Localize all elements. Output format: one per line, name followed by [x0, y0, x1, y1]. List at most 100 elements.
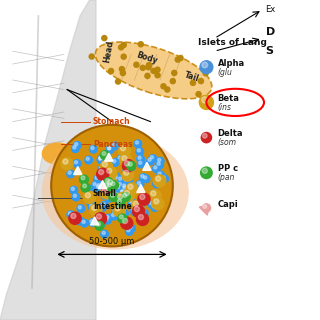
Circle shape [103, 166, 106, 169]
Circle shape [104, 172, 111, 180]
Circle shape [128, 163, 135, 171]
Circle shape [121, 43, 126, 48]
Circle shape [109, 183, 112, 186]
Circle shape [120, 189, 127, 197]
Circle shape [202, 62, 208, 68]
Circle shape [102, 187, 110, 194]
Circle shape [71, 145, 79, 153]
Circle shape [142, 175, 150, 183]
Circle shape [102, 36, 107, 41]
Circle shape [94, 212, 107, 225]
Circle shape [79, 175, 88, 184]
Circle shape [137, 155, 144, 163]
Circle shape [106, 178, 109, 181]
Circle shape [104, 178, 113, 187]
Circle shape [129, 226, 132, 229]
Text: Islets of Lang: Islets of Lang [198, 38, 267, 47]
Circle shape [135, 141, 139, 144]
Circle shape [89, 219, 96, 226]
Circle shape [123, 170, 126, 173]
Circle shape [61, 158, 73, 170]
Circle shape [120, 190, 124, 193]
Circle shape [92, 181, 100, 189]
Circle shape [196, 92, 201, 97]
Circle shape [140, 173, 147, 181]
Circle shape [151, 191, 156, 196]
Circle shape [156, 161, 164, 169]
Text: (glu: (glu [218, 68, 232, 76]
Circle shape [101, 165, 109, 173]
Circle shape [88, 200, 92, 204]
Circle shape [81, 219, 88, 227]
Circle shape [151, 191, 159, 199]
Circle shape [162, 176, 165, 179]
Circle shape [106, 173, 114, 181]
Circle shape [106, 183, 114, 191]
Circle shape [104, 190, 107, 194]
Circle shape [147, 157, 154, 165]
Circle shape [122, 156, 127, 161]
Circle shape [113, 192, 116, 196]
Circle shape [106, 182, 115, 191]
Circle shape [105, 177, 112, 184]
Circle shape [124, 161, 132, 168]
Circle shape [72, 193, 80, 201]
Circle shape [95, 176, 98, 179]
Circle shape [110, 179, 113, 182]
Circle shape [124, 170, 129, 175]
Circle shape [100, 205, 103, 208]
Circle shape [132, 209, 135, 212]
Circle shape [106, 179, 109, 182]
Circle shape [149, 189, 161, 202]
Circle shape [122, 189, 134, 201]
Circle shape [99, 170, 104, 175]
Circle shape [100, 186, 103, 189]
Circle shape [97, 156, 105, 163]
Circle shape [117, 181, 124, 189]
Circle shape [112, 191, 119, 199]
Circle shape [125, 188, 132, 196]
Circle shape [122, 169, 134, 181]
Circle shape [124, 178, 127, 181]
Circle shape [158, 158, 161, 162]
Polygon shape [0, 0, 96, 320]
Circle shape [97, 184, 100, 187]
Circle shape [127, 161, 136, 170]
Circle shape [114, 176, 117, 179]
Circle shape [126, 183, 138, 195]
Circle shape [107, 179, 114, 187]
Circle shape [86, 186, 90, 189]
Circle shape [109, 186, 116, 194]
Circle shape [203, 71, 208, 76]
Circle shape [77, 218, 81, 221]
Circle shape [161, 84, 166, 89]
Circle shape [128, 184, 133, 189]
Circle shape [136, 202, 144, 210]
Circle shape [102, 189, 110, 197]
Circle shape [104, 154, 107, 157]
Circle shape [111, 194, 114, 197]
Circle shape [149, 202, 153, 205]
Circle shape [106, 195, 109, 198]
Circle shape [102, 193, 106, 196]
Circle shape [137, 181, 140, 185]
Circle shape [154, 199, 159, 204]
Circle shape [98, 220, 105, 228]
Circle shape [202, 168, 207, 173]
Circle shape [138, 156, 141, 159]
Circle shape [150, 190, 157, 197]
Circle shape [154, 200, 161, 208]
Circle shape [97, 222, 100, 226]
Circle shape [145, 73, 150, 78]
Circle shape [75, 142, 78, 146]
Circle shape [113, 204, 125, 217]
Circle shape [85, 156, 92, 164]
Circle shape [129, 200, 132, 203]
Circle shape [118, 45, 124, 50]
Circle shape [172, 70, 177, 76]
Circle shape [111, 213, 115, 217]
Circle shape [75, 161, 78, 164]
Circle shape [73, 146, 76, 149]
Circle shape [109, 192, 118, 201]
Circle shape [124, 190, 129, 196]
